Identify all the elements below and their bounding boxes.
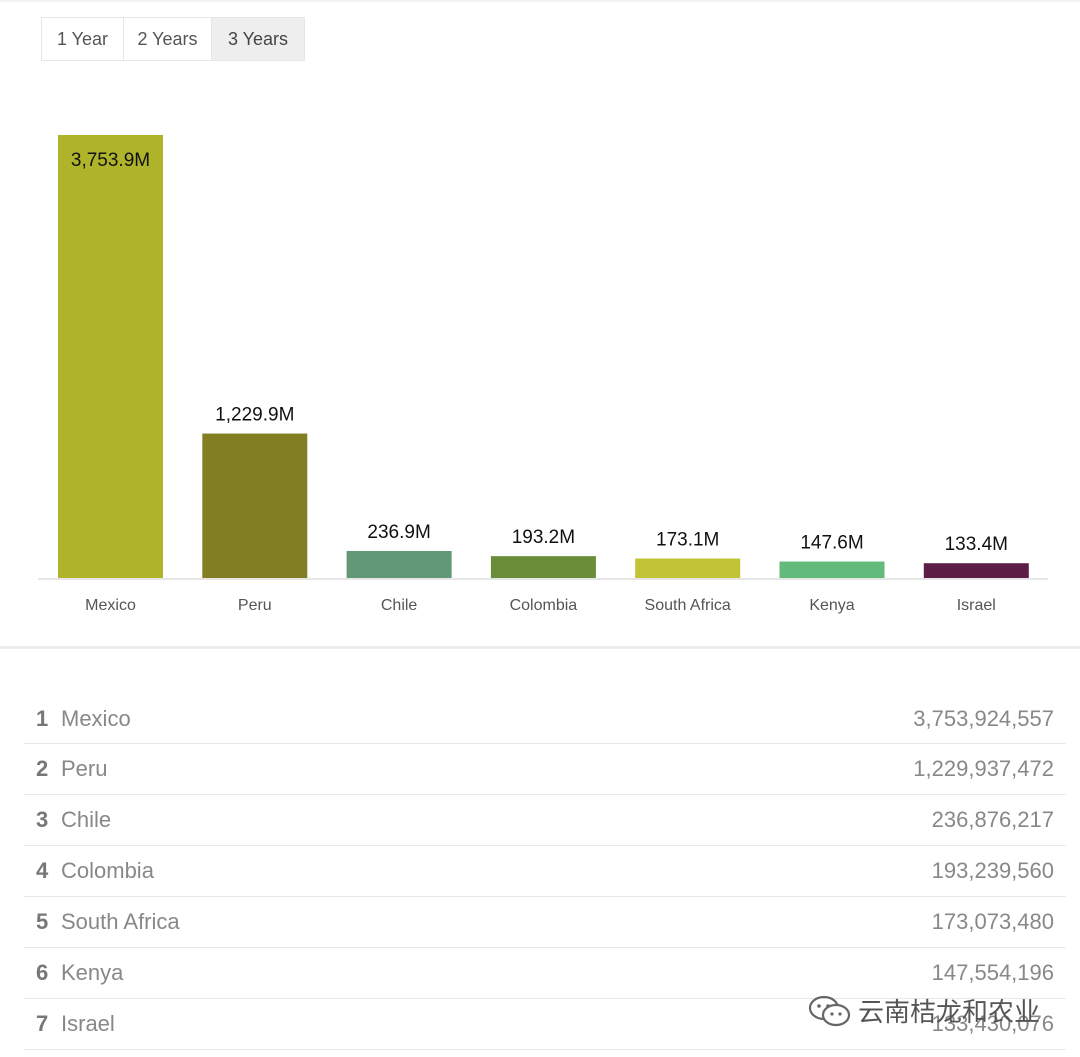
rank-number: 5 bbox=[36, 909, 49, 934]
bar-value-label: 133.4M bbox=[945, 534, 1008, 555]
import-value: 133,430,076 bbox=[931, 1011, 1054, 1036]
rank-number: 6 bbox=[36, 960, 49, 985]
wechat-icon bbox=[808, 995, 851, 1026]
table-row: 1 Mexico 3,753,924,557 bbox=[24, 694, 1066, 744]
tab-3-years[interactable]: 3 Years bbox=[212, 18, 304, 60]
ranking-table: 1 Mexico 3,753,924,557 2 Peru 1,229,937,472 3 C… bbox=[24, 694, 1066, 1050]
bar-kenya[interactable] bbox=[779, 561, 885, 579]
bar-peru[interactable] bbox=[202, 433, 308, 579]
import-value: 236,876,217 bbox=[931, 807, 1054, 832]
bar-value-label: 1,229.9M bbox=[215, 405, 294, 426]
rank-number: 4 bbox=[36, 858, 49, 883]
country-name: South Africa bbox=[61, 909, 180, 934]
table-row: 7 Israel 133,430,076 bbox=[24, 999, 1066, 1050]
bar-israel[interactable] bbox=[923, 563, 1029, 579]
table-row: 2 Peru 1,229,937,472 bbox=[24, 744, 1066, 795]
bar-mexico[interactable] bbox=[58, 135, 163, 579]
bar-colombia[interactable] bbox=[490, 556, 596, 579]
x-tick-label: Israel bbox=[957, 597, 996, 614]
bar-value-label: 236.9M bbox=[367, 522, 430, 543]
country-name: Chile bbox=[61, 807, 112, 832]
table-row: 5 South Africa 173,073,480 bbox=[24, 897, 1066, 948]
table-row: 4 Colombia 193,239,560 bbox=[24, 846, 1066, 897]
import-value: 193,239,560 bbox=[931, 858, 1054, 883]
country-name: Kenya bbox=[61, 960, 124, 985]
table-row: 3 Chile 236,876,217 bbox=[24, 795, 1066, 846]
bar-value-label: 193.2M bbox=[512, 527, 575, 548]
country-name: Mexico bbox=[61, 705, 131, 731]
watermark-text: 云南桔龙和农业 bbox=[858, 997, 1041, 1027]
bar-value-label: 173.1M bbox=[656, 530, 719, 551]
bar-south-africa[interactable] bbox=[635, 558, 741, 579]
bar-chart: 3,753.9M Mexico 1,229.9M Peru 236.9M Chile 193… bbox=[38, 135, 1048, 614]
import-value: 173,073,480 bbox=[931, 909, 1054, 934]
table-row: 6 Kenya 147,554,196 bbox=[24, 948, 1066, 999]
rank-number: 1 bbox=[36, 705, 49, 731]
tab-1-year[interactable]: 1 Year bbox=[42, 18, 124, 60]
top-border bbox=[0, 0, 1080, 2]
rank-number: 2 bbox=[36, 756, 49, 781]
country-name: Colombia bbox=[61, 858, 154, 883]
bar-value-label: 3,753.9M bbox=[71, 150, 150, 171]
bar-value-label: 147.6M bbox=[800, 533, 863, 554]
import-value: 1,229,937,472 bbox=[913, 756, 1054, 781]
country-name: Peru bbox=[61, 756, 108, 781]
import-value: 3,753,924,557 bbox=[913, 705, 1054, 731]
tab-2-years[interactable]: 2 Years bbox=[124, 18, 212, 60]
x-tick-label: Colombia bbox=[510, 597, 578, 614]
x-tick-label: Kenya bbox=[809, 597, 854, 614]
import-value: 147,554,196 bbox=[931, 960, 1054, 985]
rank-number: 3 bbox=[36, 807, 49, 832]
x-tick-label: Mexico bbox=[85, 597, 136, 614]
watermark: 云南桔龙和农业 bbox=[808, 992, 1040, 1029]
country-name: Israel bbox=[61, 1011, 115, 1036]
section-divider bbox=[0, 646, 1080, 649]
x-tick-label: South Africa bbox=[645, 597, 731, 614]
bar-chile[interactable] bbox=[346, 550, 452, 579]
x-tick-label: Chile bbox=[381, 597, 418, 614]
x-tick-label: Peru bbox=[238, 597, 272, 614]
time-range-tabs: 1 Year 2 Years 3 Years bbox=[41, 17, 305, 61]
rank-number: 7 bbox=[36, 1011, 49, 1036]
